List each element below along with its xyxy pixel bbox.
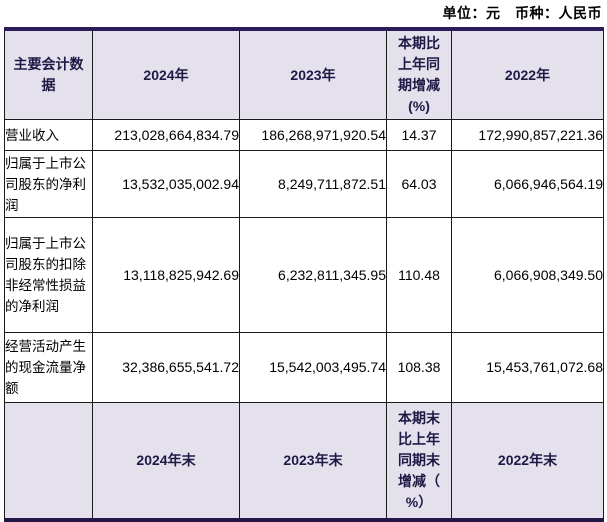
header-cell-2024: 2024年: [92, 28, 240, 120]
value-2024: 32,386,655,541.72: [92, 332, 240, 403]
footer-cell-yoy-end-change: 本期末 比上年 同期末 增减（ %）: [386, 402, 452, 520]
row-label: 归属于上市公司股东的扣除非经常性损益的净利润: [4, 217, 93, 333]
header-cell-yoy-change: 本期比 上年同 期增减 (%): [386, 28, 452, 120]
header-cell-2023: 2023年: [239, 28, 387, 120]
value-change: 108.38: [386, 332, 452, 403]
value-2022: 15,453,761,072.68: [451, 332, 604, 403]
value-2023: 6,232,811,345.95: [239, 217, 387, 333]
header-cell-metric: 主要会计数 据: [4, 28, 93, 120]
table-row-net-profit: 归属于上市公司股东的净利润 13,532,035,002.94 8,249,71…: [4, 150, 604, 218]
value-2023: 186,268,971,920.54: [239, 119, 387, 151]
row-label: 经营活动产生的现金流量净额: [4, 332, 93, 403]
value-2024: 213,028,664,834.79: [92, 119, 240, 151]
unit-currency-note: 单位：元 币种：人民币: [442, 5, 602, 21]
table-row-net-profit-excl-nonrecurring: 归属于上市公司股东的扣除非经常性损益的净利润 13,118,825,942.69…: [4, 217, 604, 333]
table-header-row: 主要会计数 据 2024年 2023年 本期比 上年同 期增减 (%) 2022…: [4, 28, 604, 120]
value-2024: 13,532,035,002.94: [92, 150, 240, 218]
value-2022: 6,066,946,564.19: [451, 150, 604, 218]
row-label: 归属于上市公司股东的净利润: [4, 150, 93, 218]
footer-cell-2022-end: 2022年末: [451, 402, 604, 520]
footer-cell-2024-end: 2024年末: [92, 402, 240, 520]
footer-cell-empty: [4, 402, 93, 520]
value-change: 110.48: [386, 217, 452, 333]
footer-cell-2023-end: 2023年末: [239, 402, 387, 520]
value-2022: 6,066,908,349.50: [451, 217, 604, 333]
row-label: 营业收入: [4, 119, 93, 151]
value-2022: 172,990,857,221.36: [451, 119, 604, 151]
table-row-revenue: 营业收入 213,028,664,834.79 186,268,971,920.…: [4, 119, 604, 151]
value-2023: 8,249,711,872.51: [239, 150, 387, 218]
value-2024: 13,118,825,942.69: [92, 217, 240, 333]
value-change: 14.37: [386, 119, 452, 151]
key-financials-table: 主要会计数 据 2024年 2023年 本期比 上年同 期增减 (%) 2022…: [4, 27, 604, 522]
value-2023: 15,542,003,495.74: [239, 332, 387, 403]
header-cell-2022: 2022年: [451, 28, 604, 120]
table-row-operating-cash-flow: 经营活动产生的现金流量净额 32,386,655,541.72 15,542,0…: [4, 332, 604, 403]
table-footer-header-row: 2024年末 2023年末 本期末 比上年 同期末 增减（ %） 2022年末: [4, 402, 604, 520]
value-change: 64.03: [386, 150, 452, 218]
